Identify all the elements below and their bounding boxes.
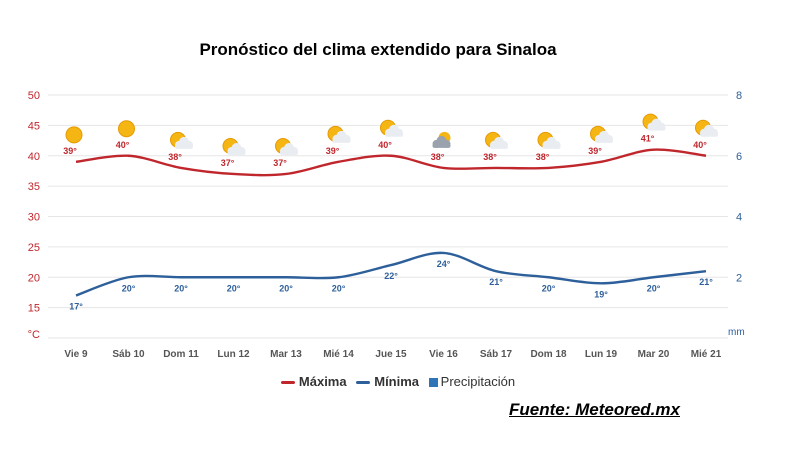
chart-title: Pronóstico del clima extendido para Sina… — [199, 40, 557, 59]
partly-cloudy-icon — [170, 131, 193, 149]
data-label-max: 38° — [168, 152, 182, 162]
data-label-min: 17° — [69, 301, 83, 311]
forecast-chart: 50 45 40 35 30 25 20 15 °C 8 6 4 2 mm 39° 40° 38° 37° 37… — [28, 90, 745, 360]
x-tick-label: Jue 15 — [375, 349, 407, 360]
legend-max-label: Máxima — [298, 374, 347, 390]
x-tick-label: Sáb 10 — [112, 349, 145, 360]
y-tick-label: 45 — [28, 120, 40, 132]
y-tick-label: 35 — [28, 181, 40, 193]
partly-cloudy-icon — [275, 137, 298, 155]
data-label-max: 41° — [641, 134, 655, 144]
legend-min-swatch — [356, 381, 371, 385]
legend-precip[interactable]: Precipitación — [428, 374, 516, 390]
y-tick-label: 40 — [28, 151, 40, 163]
y2-tick-label: 8 — [736, 90, 742, 102]
data-label-max: 39° — [326, 146, 340, 156]
x-tick-label: Mié 14 — [323, 349, 354, 360]
data-label-min: 20° — [542, 283, 556, 293]
legend-max-swatch — [280, 381, 295, 385]
series-line-min — [75, 251, 707, 297]
legend-precip-swatch — [428, 378, 438, 388]
data-label-min: 24° — [437, 259, 451, 269]
y-tick-label: 30 — [28, 212, 40, 224]
y2-tick-label: 6 — [736, 151, 742, 163]
data-label-max: 39° — [63, 146, 77, 156]
legend-min-label: Mínima — [374, 374, 420, 390]
sun-icon — [65, 126, 83, 144]
data-label-min: 19° — [594, 289, 608, 299]
data-label-max: 40° — [693, 140, 707, 150]
x-tick-label: Sáb 17 — [480, 349, 513, 360]
partly-cloudy-icon — [380, 119, 403, 137]
data-label-max: 37° — [273, 158, 287, 168]
data-label-min: 20° — [279, 283, 293, 293]
y2-tick-label: 4 — [736, 212, 742, 224]
x-tick-label: Vie 16 — [429, 349, 458, 360]
y2-axis-unit: mm — [728, 327, 745, 338]
partly-cloudy-icon — [590, 125, 613, 143]
data-label-max: 40° — [116, 140, 130, 150]
cloudy-icon — [432, 131, 451, 148]
data-label-min: 20° — [227, 283, 241, 293]
partly-cloudy-icon — [642, 113, 666, 131]
data-label-max: 37° — [221, 158, 235, 168]
x-tick-label: Mar 20 — [638, 349, 670, 360]
x-tick-label: Vie 9 — [64, 349, 88, 360]
partly-cloudy-icon — [485, 131, 508, 149]
data-label-max: 39° — [588, 146, 602, 156]
partly-cloudy-icon — [222, 137, 246, 155]
sun-icon — [118, 120, 135, 138]
data-label-min: 20° — [174, 283, 188, 293]
legend-precip-label: Precipitación — [440, 374, 516, 390]
y-axis-unit: °C — [28, 329, 40, 341]
legend-max[interactable]: Máxima — [280, 374, 347, 390]
source-credit[interactable]: Fuente: Meteored.mx — [509, 400, 680, 419]
partly-cloudy-icon — [695, 119, 718, 137]
legend-min[interactable]: Mínima — [356, 374, 419, 389]
data-label-min: 21° — [699, 277, 713, 287]
x-tick-label: Mar 13 — [270, 349, 302, 360]
chart-legend: Máxima Mínima Precipitación — [0, 373, 796, 389]
x-tick-label: Lun 19 — [585, 349, 618, 360]
data-label-min: 22° — [384, 271, 398, 281]
x-tick-label: Dom 11 — [163, 349, 199, 360]
data-label-min: 20° — [647, 283, 661, 293]
partly-cloudy-icon — [327, 125, 351, 143]
data-label-max: 40° — [378, 140, 392, 150]
partly-cloudy-icon — [537, 131, 561, 149]
data-label-min: 20° — [332, 283, 346, 293]
data-label-min: 21° — [489, 277, 503, 287]
x-tick-label: Lun 12 — [217, 349, 250, 360]
y-tick-label: 15 — [28, 303, 40, 315]
data-label-max: 38° — [483, 152, 497, 162]
y-tick-label: 20 — [28, 272, 40, 284]
y-tick-label: 50 — [28, 90, 40, 102]
x-tick-label: Mié 21 — [691, 349, 722, 360]
data-label-min: 20° — [122, 283, 136, 293]
series-line-max — [75, 148, 707, 177]
y2-tick-label: 2 — [736, 272, 742, 284]
y-tick-label: 25 — [28, 242, 40, 254]
data-label-max: 38° — [431, 152, 445, 162]
data-label-max: 38° — [536, 152, 550, 162]
x-tick-label: Dom 18 — [530, 349, 567, 360]
